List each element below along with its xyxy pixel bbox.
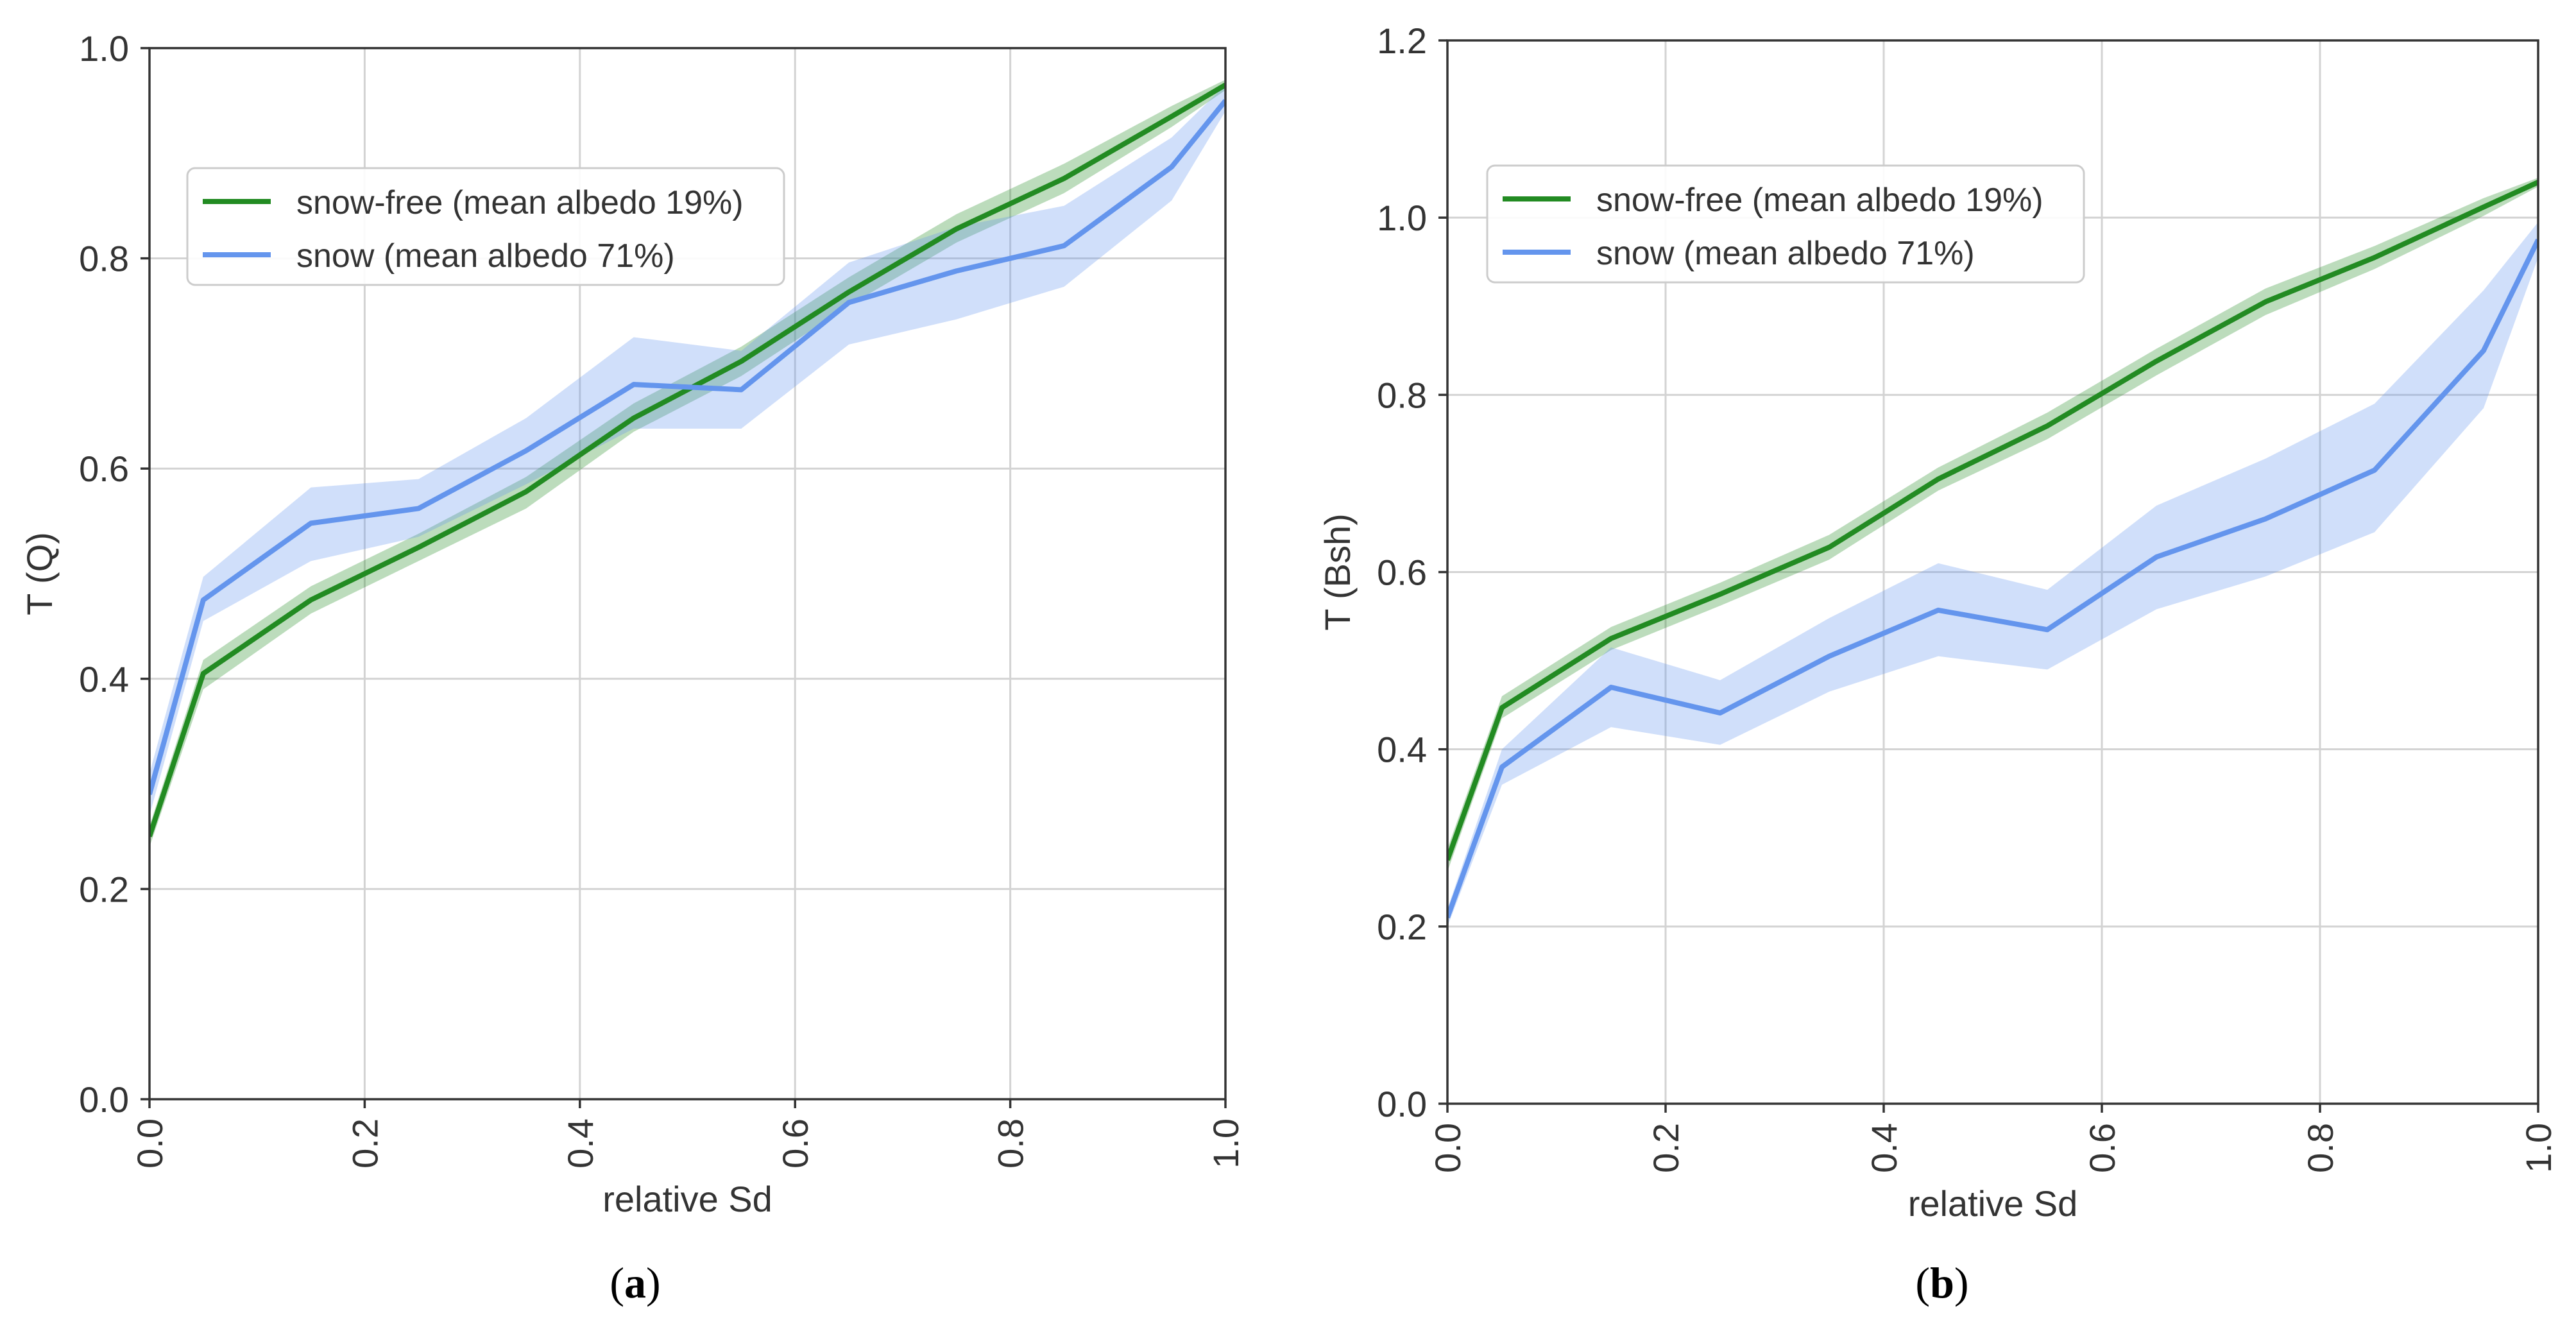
chart-a-ylabel: T (Q): [19, 532, 60, 615]
chart-b: 0.0 0.2 0.4 0.6 0.8 1.0 1.2 0.0 0.2 0.4 0.6 0.8 1.0 r…: [1317, 21, 2559, 1224]
chart-b-ytick-label-5: 1.0: [1377, 198, 1427, 238]
panel-caption-b: (b): [1915, 1258, 1969, 1307]
chart-a-legend: snow-free (mean albedo 19%) snow (mean al…: [186, 167, 785, 286]
chart-b-xlabel: relative Sd: [1908, 1183, 2078, 1224]
chart-b-legend-label-snow_free: snow-free (mean albedo 19%): [1596, 182, 2043, 219]
chart-b-ylabel: T (Bsh): [1317, 513, 1358, 631]
chart-b-ytick-label-6: 1.2: [1377, 21, 1427, 61]
chart-a-legend-label-snow: snow (mean albedo 71%): [296, 237, 675, 275]
chart-a-legend-label-snow_free: snow-free (mean albedo 19%): [296, 184, 744, 221]
chart-b-xtick-label-5: 1.0: [2518, 1123, 2559, 1173]
chart-a-ytick-label-4: 0.8: [79, 239, 129, 279]
panel-caption-a-letter: a: [624, 1258, 646, 1307]
chart-b-xtick-label-2: 0.4: [1864, 1123, 1904, 1173]
chart-a-legend-box: [186, 167, 785, 286]
chart-a-band-snow: [149, 85, 1225, 816]
panel-caption-a: (a): [610, 1258, 661, 1307]
chart-b-xtick-label-0: 0.0: [1428, 1123, 1468, 1173]
chart-b-line-snow: [1447, 238, 2538, 919]
chart-b-ytick-label-1: 0.2: [1377, 907, 1427, 947]
chart-a-line-snow_free: [149, 82, 1225, 837]
chart-b-xtick-label-1: 0.2: [1646, 1123, 1686, 1173]
chart-b-ytick-label-2: 0.4: [1377, 730, 1427, 770]
chart-a-xtick-label-5: 1.0: [1206, 1118, 1246, 1169]
chart-a-ytick-label-1: 0.2: [79, 869, 129, 909]
chart-a-ytick-label-3: 0.6: [79, 449, 129, 489]
chart-a-ytick-label-2: 0.4: [79, 659, 129, 699]
chart-a-ytick-label-5: 1.0: [79, 28, 129, 69]
chart-b-ytick-label-3: 0.6: [1377, 552, 1427, 593]
chart-a-xlabel: relative Sd: [602, 1179, 772, 1219]
panel-caption-b-letter: b: [1930, 1258, 1954, 1307]
chart-b-legend-label-snow: snow (mean albedo 71%): [1596, 235, 1975, 272]
chart-b-legend: snow-free (mean albedo 19%) snow (mean al…: [1486, 164, 2085, 284]
chart-a-xtick-label-4: 0.8: [991, 1118, 1031, 1169]
chart-a-line-snow: [149, 99, 1225, 796]
chart-b-xtick-label-3: 0.6: [2082, 1123, 2122, 1173]
chart-a-xtick-label-2: 0.4: [560, 1118, 601, 1169]
chart-a-band-snow_free: [149, 80, 1225, 847]
chart-a-frame: [148, 47, 1227, 1100]
chart-a-xtick-label-0: 0.0: [130, 1118, 170, 1169]
chart-b-ytick-label-4: 0.8: [1377, 375, 1427, 415]
chart-b-ytick-label-0: 0.0: [1377, 1084, 1427, 1124]
chart-b-series-group: [1447, 178, 2538, 927]
chart-b-legend-box: [1486, 164, 2085, 284]
chart-a-xtick-label-3: 0.6: [775, 1118, 815, 1169]
chart-b-line-snow_free: [1447, 180, 2538, 861]
chart-a: 0.0 0.2 0.4 0.6 0.8 1.0 0.0 0.2 0.4 0.6 0.8 1.0 rela…: [19, 28, 1246, 1219]
chart-a-series-group: [149, 80, 1225, 847]
chart-a-ytick-label-0: 0.0: [79, 1079, 129, 1120]
chart-a-xtick-label-1: 0.2: [345, 1118, 385, 1169]
chart-b-xtick-label-4: 0.8: [2300, 1123, 2341, 1173]
